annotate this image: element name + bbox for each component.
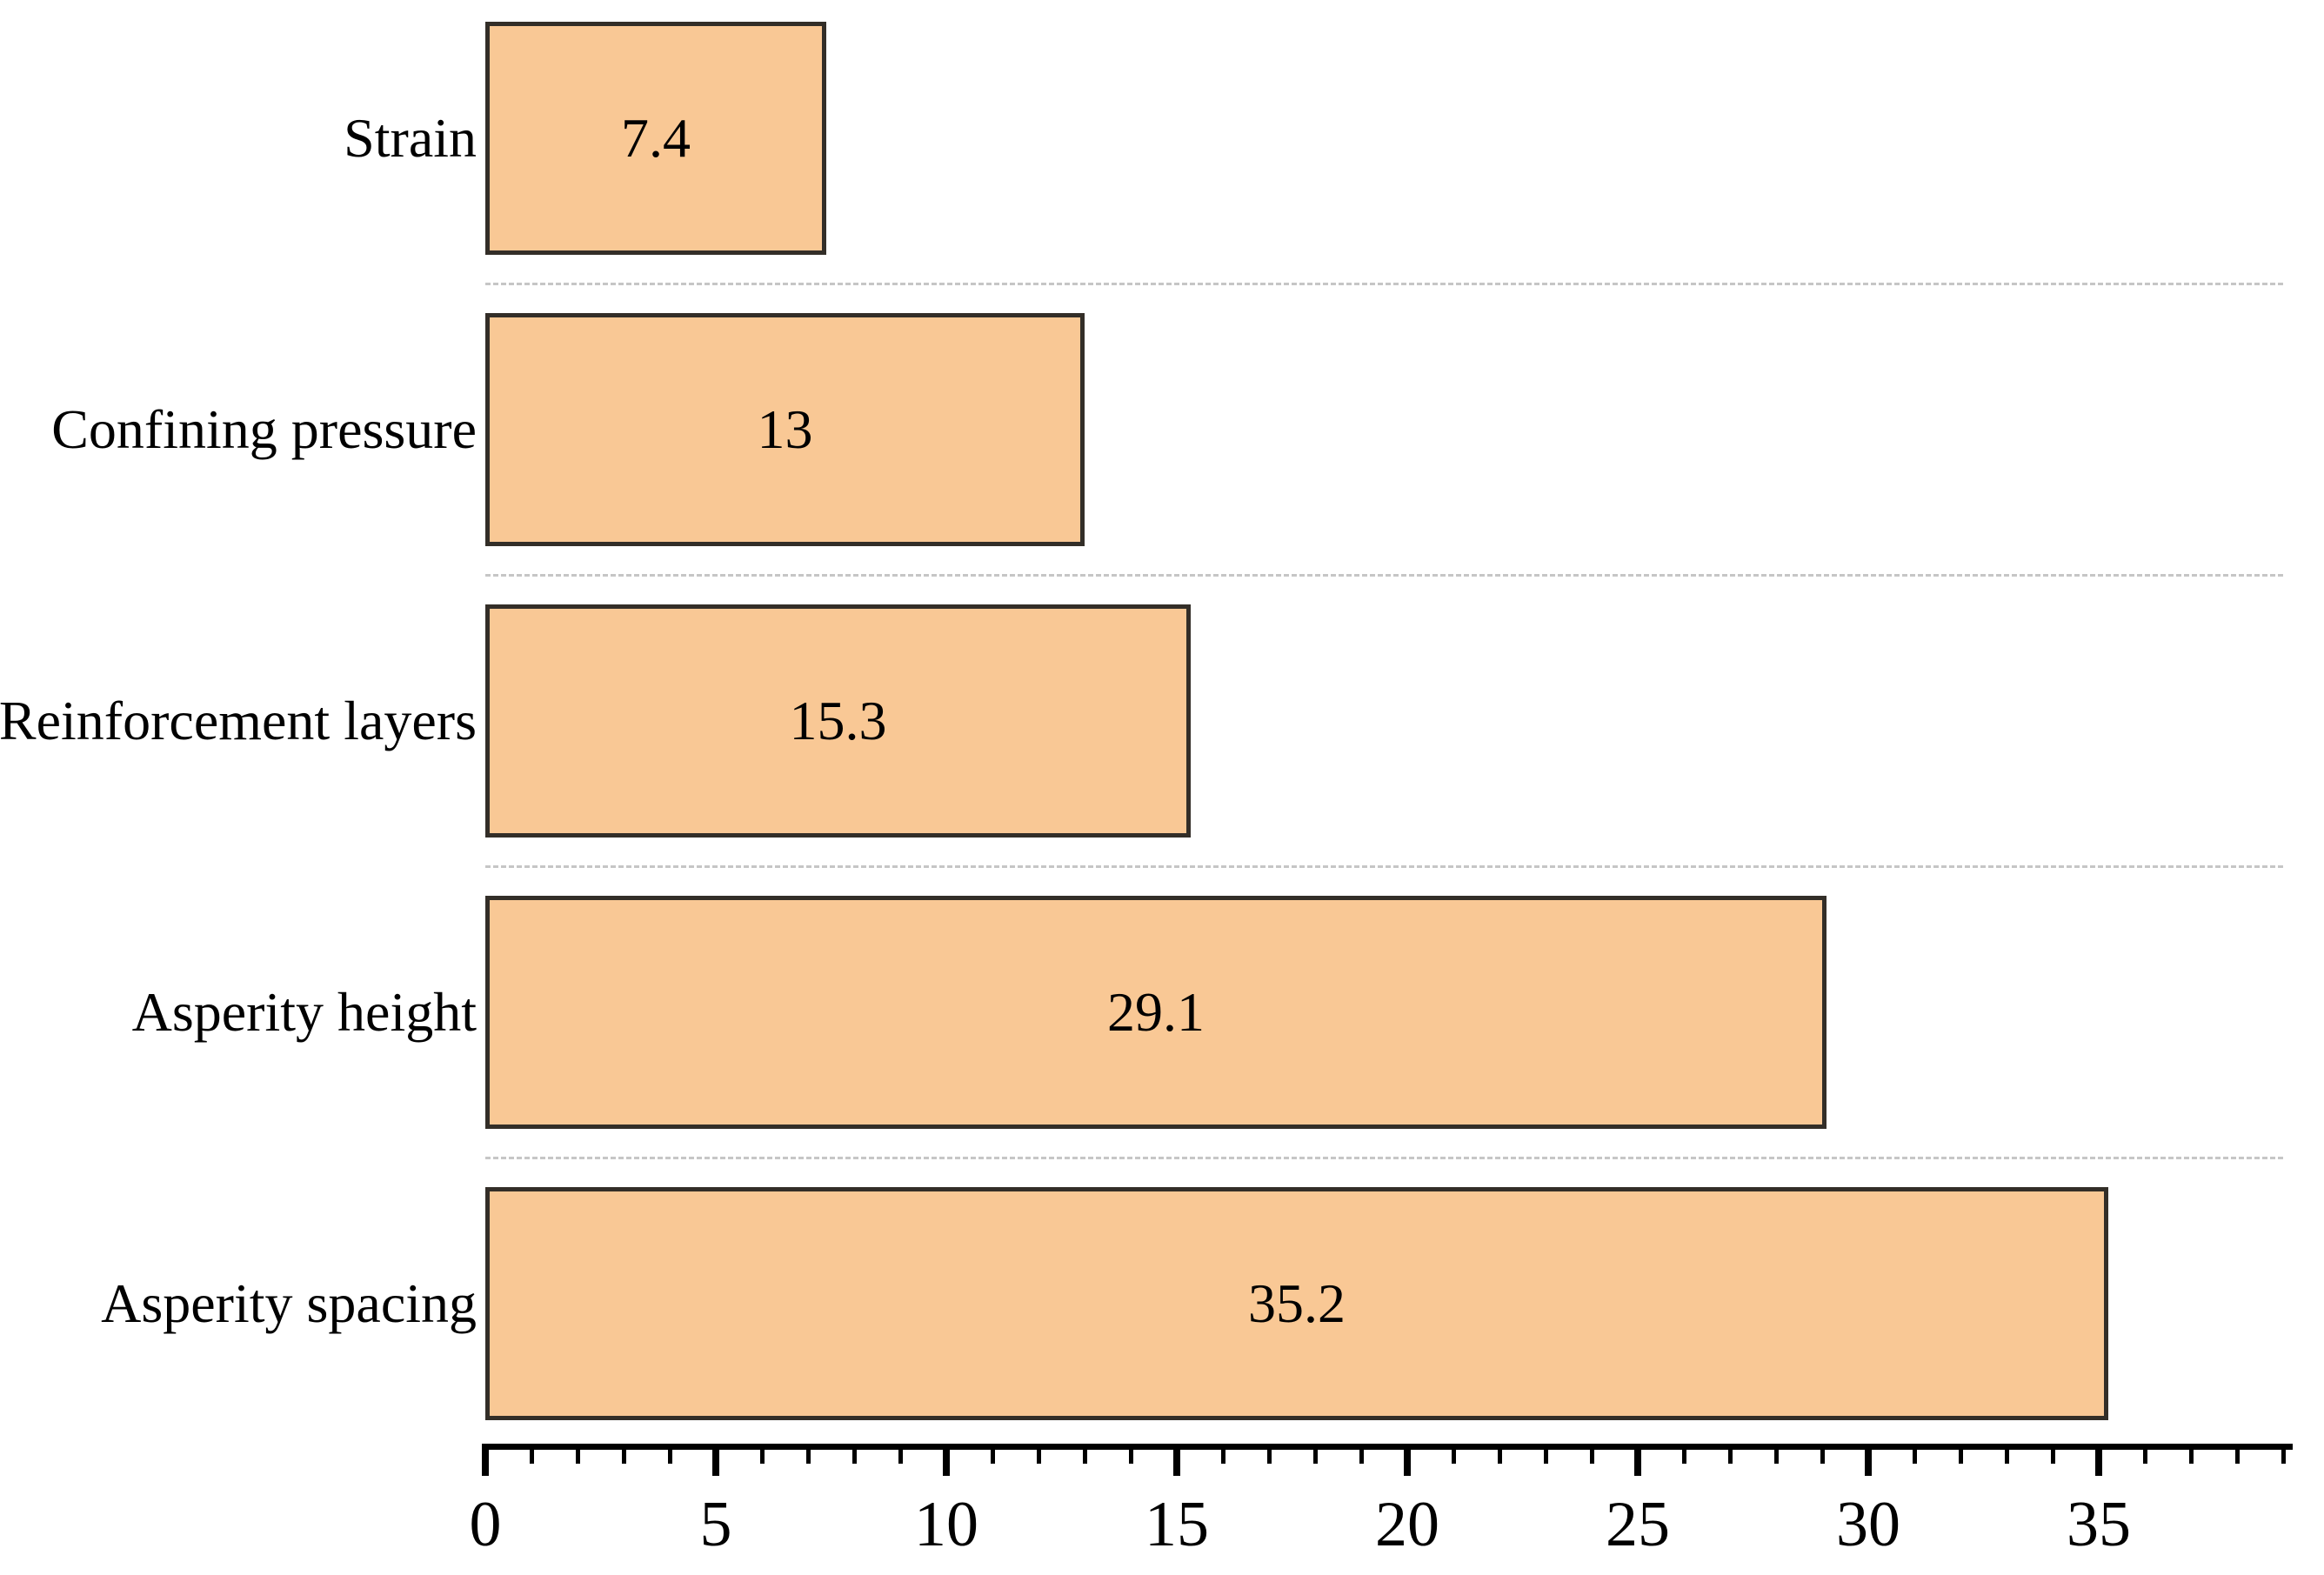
x-axis-minor-tick xyxy=(760,1450,765,1464)
x-axis-minor-tick xyxy=(1774,1450,1779,1464)
x-axis-minor-tick xyxy=(2051,1450,2055,1464)
x-axis-tick-label: 5 xyxy=(699,1489,732,1560)
x-axis-tick-label: 35 xyxy=(2067,1489,2131,1560)
x-axis-tick-label: 15 xyxy=(1145,1489,1209,1560)
x-axis-tick-label: 25 xyxy=(1606,1489,1670,1560)
bar-confining-pressure: 13 xyxy=(485,313,1085,546)
x-axis-tick-label: 10 xyxy=(914,1489,978,1560)
bar-value-label: 15.3 xyxy=(789,690,887,751)
x-axis-minor-tick xyxy=(1313,1450,1318,1464)
category-label-reinforcement-layers: Reinforcement layers xyxy=(0,690,477,751)
gridline-separator xyxy=(485,865,2283,868)
x-axis-major-tick xyxy=(712,1450,719,1476)
x-axis-minor-tick xyxy=(852,1450,857,1464)
x-axis-minor-tick xyxy=(1129,1450,1133,1464)
bar-value-label: 35.2 xyxy=(1248,1272,1346,1334)
x-axis-minor-tick xyxy=(1359,1450,1364,1464)
x-axis-minor-tick xyxy=(2005,1450,2009,1464)
x-axis-major-tick xyxy=(943,1450,950,1476)
x-axis-minor-tick xyxy=(2143,1450,2147,1464)
x-axis-minor-tick xyxy=(1083,1450,1087,1464)
x-axis-minor-tick xyxy=(1959,1450,1963,1464)
bar-asperity-height: 29.1 xyxy=(485,896,1826,1129)
x-axis-minor-tick xyxy=(530,1450,534,1464)
x-axis-minor-tick xyxy=(806,1450,811,1464)
x-axis-minor-tick xyxy=(1590,1450,1594,1464)
x-axis-tick-label: 30 xyxy=(1836,1489,1900,1560)
x-axis-minor-tick xyxy=(1498,1450,1502,1464)
x-axis-minor-tick xyxy=(1913,1450,1917,1464)
x-axis-minor-tick xyxy=(2189,1450,2194,1464)
category-label-asperity-height: Asperity height xyxy=(131,981,477,1043)
x-axis-minor-tick xyxy=(1820,1450,1825,1464)
gridline-separator xyxy=(485,1157,2283,1159)
x-axis-tick-label: 0 xyxy=(469,1489,502,1560)
bar-value-label: 7.4 xyxy=(621,107,691,169)
x-axis-minor-tick xyxy=(1221,1450,1225,1464)
x-axis-minor-tick xyxy=(1037,1450,1041,1464)
bar-value-label: 29.1 xyxy=(1107,981,1205,1043)
x-axis-minor-tick xyxy=(576,1450,580,1464)
x-axis-minor-tick xyxy=(622,1450,626,1464)
gridline-separator xyxy=(485,574,2283,577)
x-axis-minor-tick xyxy=(991,1450,995,1464)
x-axis-major-tick xyxy=(2095,1450,2102,1476)
x-axis-minor-tick xyxy=(1267,1450,1272,1464)
x-axis-major-tick xyxy=(1404,1450,1411,1476)
x-axis-minor-tick xyxy=(668,1450,672,1464)
category-label-strain: Strain xyxy=(344,107,477,169)
x-axis-line xyxy=(482,1444,2293,1450)
x-axis-major-tick xyxy=(1634,1450,1641,1476)
x-axis-major-tick xyxy=(482,1450,489,1476)
x-axis-major-tick xyxy=(1865,1450,1872,1476)
x-axis-major-tick xyxy=(1173,1450,1180,1476)
x-axis-minor-tick xyxy=(898,1450,903,1464)
x-axis-minor-tick xyxy=(2235,1450,2240,1464)
gridline-separator xyxy=(485,283,2283,285)
x-axis-minor-tick xyxy=(1728,1450,1733,1464)
category-label-asperity-spacing: Asperity spacing xyxy=(101,1272,477,1334)
x-axis-minor-tick xyxy=(1682,1450,1686,1464)
x-axis-tick-label: 20 xyxy=(1375,1489,1439,1560)
bar-strain: 7.4 xyxy=(485,22,826,255)
x-axis-minor-tick xyxy=(1452,1450,1456,1464)
x-axis-minor-tick xyxy=(2281,1450,2286,1464)
category-label-confining-pressure: Confining pressure xyxy=(51,398,477,460)
bar-value-label: 13 xyxy=(757,398,813,460)
bar-asperity-spacing: 35.2 xyxy=(485,1187,2108,1420)
bar-reinforcement-layers: 15.3 xyxy=(485,604,1191,838)
x-axis-minor-tick xyxy=(1544,1450,1548,1464)
